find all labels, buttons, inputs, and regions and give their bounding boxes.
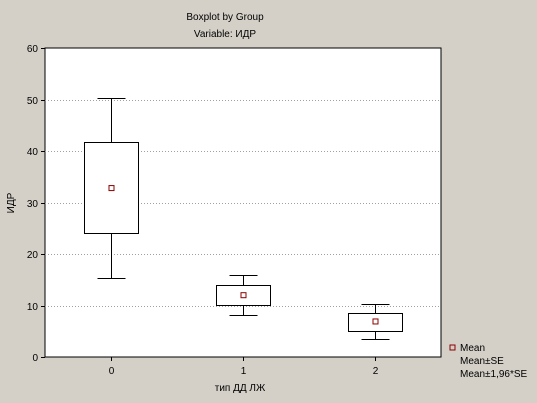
chart-subtitle: Variable: ИДР [194, 29, 256, 40]
mean-marker [240, 292, 247, 299]
legend-entry-se: Mean±SE [460, 356, 504, 367]
y-tick-label: 40 [27, 147, 39, 158]
box-series [84, 98, 403, 340]
chart-title: Boxplot by Group [186, 12, 264, 23]
x-tick-label: 0 [109, 366, 115, 377]
legend: Mean Mean±SE Mean±1,96*SE [449, 343, 528, 380]
y-tick-label: 60 [27, 44, 39, 55]
x-axis-ticks: 0 1 2 [109, 357, 379, 377]
y-tick-label: 0 [32, 353, 38, 364]
y-tick-label: 50 [27, 96, 39, 107]
legend-entry-mean: Mean [460, 343, 485, 354]
mean-marker [372, 318, 379, 325]
y-tick-label: 20 [27, 250, 39, 261]
y-tick-label: 30 [27, 199, 39, 210]
y-tick-label: 10 [27, 302, 39, 313]
x-axis-label: тип ДД ЛЖ [215, 383, 266, 394]
y-axis-label: ИДР [6, 192, 17, 213]
y-axis-ticks: 0 10 20 30 40 50 60 [27, 44, 45, 364]
x-tick-label: 1 [241, 366, 247, 377]
legend-entry-ci: Mean±1,96*SE [460, 369, 528, 380]
x-tick-label: 2 [373, 366, 379, 377]
mean-marker [108, 185, 115, 192]
legend-mean-marker [449, 344, 456, 351]
